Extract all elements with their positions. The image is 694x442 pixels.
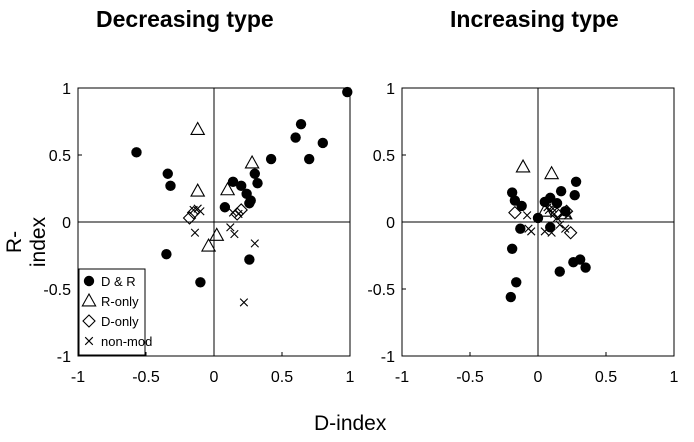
panel0-series3-point5 [234, 209, 243, 219]
panel1-series0-point0 [506, 187, 518, 198]
panel0-series1-point5 [200, 237, 217, 252]
panel0-series3-point6 [226, 223, 235, 232]
panel0-series0-point15 [295, 118, 307, 130]
panel1-xtick-label-1: -0.5 [456, 369, 484, 386]
panel1-series0-point5 [509, 195, 521, 206]
panel0-series0-point0 [131, 147, 142, 158]
panel0-series0-point4 [195, 277, 206, 288]
panel1-series3-point10 [547, 228, 556, 237]
panel0-xtick-label-3: 0.5 [271, 369, 293, 386]
panel1-series0-point3 [511, 277, 522, 288]
panel1-series0-point11 [551, 198, 563, 209]
panel0-ytick-label-2: 0 [62, 215, 71, 232]
panel0-ytick-label-1: 0.5 [49, 148, 71, 165]
panel0-series1-point4 [209, 227, 225, 241]
panel0-series0-point2 [165, 180, 176, 192]
panel1-series2-point3 [563, 225, 578, 240]
panel1-series0-point2 [505, 291, 516, 303]
legend-label-1: R-only [101, 294, 139, 309]
panel0-ytick-label-3: -0.5 [43, 282, 71, 299]
panel0-ytick-label-4: -1 [57, 349, 71, 366]
panel1-series3-point9 [540, 227, 549, 236]
panel1-series1-point0 [515, 158, 531, 173]
panel0-series3-point3 [190, 228, 200, 237]
panel1-series0-point16 [570, 176, 582, 187]
panel1-series0-point18 [574, 254, 586, 265]
panel1-series0-point10 [545, 222, 556, 233]
panel0-xtick-label-4: 1 [346, 369, 355, 386]
panel1-series3-point0 [522, 211, 532, 220]
panel0-series0-point10 [245, 195, 256, 206]
panel0-series3-point9 [239, 298, 249, 307]
panel0-series0-point17 [317, 137, 328, 149]
panel1-series0-point6 [515, 223, 526, 234]
panel0-series1-point3 [244, 154, 260, 169]
panel0-series2-point0 [182, 211, 197, 225]
panel1-series3-point4 [548, 204, 558, 213]
panel0-series3-point8 [250, 239, 259, 248]
panel0-series0-point16 [304, 153, 315, 165]
panel1-series3-point12 [563, 211, 573, 220]
panel1-xtick-label-3: 0.5 [595, 369, 617, 386]
legend-label-0: D & R [101, 274, 136, 289]
panel1-series1-point1 [544, 165, 560, 180]
panel0-series0-point6 [227, 176, 239, 187]
panel0-series0-point12 [252, 177, 263, 189]
panel1-ytick-label-1: 0.5 [373, 148, 395, 165]
panel1-series2-point0 [508, 205, 522, 220]
panel1-series0-point19 [580, 262, 591, 273]
left-chart-title: Decreasing type [96, 6, 274, 32]
panel0-series0-point18 [342, 86, 353, 98]
panel0-series1-point2 [220, 181, 236, 196]
panel1-ytick-label-4: -1 [381, 349, 395, 366]
panel1-series0-point1 [506, 243, 518, 254]
panel1-ytick-label-3: -0.5 [367, 282, 395, 299]
panel0-series0-point7 [236, 180, 247, 192]
legend-label-2: D-only [101, 314, 139, 329]
panel1-ytick-label-0: 1 [386, 81, 395, 98]
panel0-ytick-label-0: 1 [62, 81, 71, 98]
panel1-series0-point7 [532, 212, 544, 224]
panel1-series3-point7 [555, 220, 564, 229]
panel0-series0-point3 [161, 248, 172, 260]
panel1-xtick-label-4: 1 [670, 369, 679, 386]
panel0-xtick-label-0: -1 [71, 369, 85, 386]
panel0-series0-point19 [244, 254, 255, 265]
panel0-serieslegend-point2 [82, 314, 96, 328]
panel0-series0-point11 [249, 168, 260, 179]
panel0-series1-point0 [190, 121, 206, 135]
panel0-series0-point1 [162, 168, 173, 179]
panel0-series0-point14 [290, 132, 301, 143]
panel0-series0-point5 [219, 202, 231, 213]
panel1-series3-point2 [527, 227, 536, 236]
x-axis-label: D-index [314, 412, 387, 435]
panel1-series3-point5 [550, 209, 559, 219]
panel0-series3-point7 [230, 229, 239, 239]
panel0-series1-point1 [190, 183, 206, 197]
panel0-series0-point13 [265, 153, 277, 165]
panel1-xtick-label-0: -1 [395, 369, 409, 386]
panel1-series3-point8 [561, 224, 570, 233]
y-axis-label: R-index [3, 216, 50, 268]
panel0-series3-point2 [196, 207, 205, 216]
panel0-xtick-label-2: 0 [210, 369, 219, 386]
panel0-series3-point4 [228, 208, 238, 217]
panel1-series0-point12 [555, 185, 567, 197]
panel0-serieslegend-point0 [83, 275, 95, 287]
panel1-series0-point14 [554, 266, 565, 277]
panel0-series2-point2 [230, 207, 244, 221]
panel0-series2-point1 [186, 205, 201, 220]
panel0-xtick-label-1: -0.5 [132, 369, 160, 386]
panel0-serieslegend-point1 [81, 292, 97, 307]
panel1-ytick-label-2: 0 [386, 215, 395, 232]
panel1-series3-point6 [552, 213, 562, 223]
panel1-series3-point11 [543, 203, 552, 212]
panel1-xtick-label-2: 0 [534, 369, 543, 386]
legend-label-3: non-mod [101, 334, 152, 349]
panel1-series0-point15 [569, 190, 580, 201]
right-chart-title: Increasing type [450, 6, 619, 32]
panel0-serieslegend-point3 [84, 336, 94, 346]
